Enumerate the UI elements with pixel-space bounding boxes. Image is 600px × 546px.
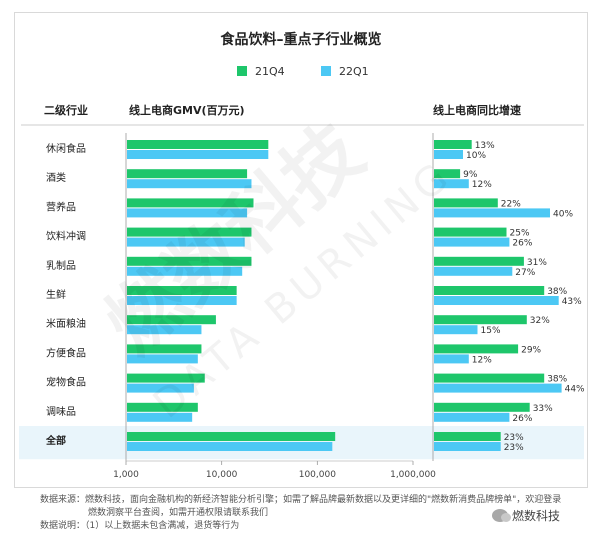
growth-bar-22Q1 <box>434 412 510 422</box>
growth-bar-22Q1 <box>434 383 562 393</box>
growth-bar-22Q1 <box>434 325 478 335</box>
growth-value-label: 26% <box>512 239 532 249</box>
growth-bar-22Q1 <box>434 150 463 159</box>
chart-svg: 食品饮料–重点子行业概览 21Q4 22Q1 二级行业 线上电商GMV(百万元) 线上电商… <box>19 31 585 480</box>
growth-value-label: 26% <box>512 414 532 424</box>
gmv-bar-21Q4 <box>127 198 254 208</box>
growth-bar-22Q1 <box>434 266 513 276</box>
gmv-bar-21Q4 <box>127 169 248 179</box>
gmv-bar-21Q4 <box>127 256 252 266</box>
growth-value-label: 33% <box>533 404 553 414</box>
footer-note: 数据说明：（1）以上数据未包含满减，退货等行为 <box>40 521 240 531</box>
wechat-badge: 燃数科技 <box>492 507 560 524</box>
legend-swatch-22Q1 <box>321 66 331 76</box>
category-label: 生鲜 <box>46 288 66 301</box>
growth-bar-21Q4 <box>434 198 498 208</box>
gmv-bar-22Q1 <box>127 237 245 247</box>
growth-bar-21Q4 <box>434 402 530 412</box>
gmv-bar-21Q4 <box>127 315 216 325</box>
gmv-bar-22Q1 <box>127 150 269 159</box>
category-label: 宠物食品 <box>46 376 86 389</box>
category-label: 乳制品 <box>46 259 76 272</box>
gmv-tick-label: 100,000 <box>299 470 336 480</box>
gmv-bar-22Q1 <box>127 412 193 422</box>
gmv-bar-21Q4 <box>127 432 336 441</box>
growth-bar-21Q4 <box>434 256 524 266</box>
growth-value-label: 12% <box>472 355 492 365</box>
header-gmv: 线上电商GMV(百万元) <box>129 103 245 117</box>
header-growth: 线上电商同比增速 <box>433 103 521 117</box>
gmv-tick-label: 1,000,000 <box>390 470 436 480</box>
gmv-bar-22Q1 <box>127 266 243 276</box>
growth-value-label: 38% <box>547 375 567 385</box>
growth-value-label: 44% <box>565 385 585 395</box>
gmv-bar-22Q1 <box>127 354 198 364</box>
gmv-bar-22Q1 <box>127 208 248 218</box>
legend-swatch-21Q4 <box>237 66 247 76</box>
wechat-icon <box>492 509 511 522</box>
growth-value-label: 12% <box>472 180 492 190</box>
growth-bar-21Q4 <box>434 227 507 237</box>
category-label: 方便食品 <box>46 346 86 359</box>
growth-value-label: 43% <box>562 297 582 307</box>
category-label: 饮料冲调 <box>46 230 86 243</box>
growth-bar-21Q4 <box>434 169 461 179</box>
growth-value-label: 40% <box>553 209 573 219</box>
gmv-bar-22Q1 <box>127 296 237 305</box>
legend-label-22Q1: 22Q1 <box>339 65 369 78</box>
chart-card: 食品饮料–重点子行业概览 21Q4 22Q1 二级行业 线上电商GMV(百万元) 线上电商… <box>14 12 588 488</box>
category-label: 酒类 <box>46 171 66 184</box>
gmv-tick-label: 10,000 <box>206 470 238 480</box>
footer-source: 数据来源：燃数科技，面向金融机构的新经济智能分析引擎；如需了解品牌最新数据以及更… <box>40 495 562 505</box>
growth-value-label: 22% <box>501 199 521 209</box>
footer-source-cont: 燃数洞察平台查阅，如需开通权限请联系我们 <box>88 508 269 518</box>
growth-value-label: 25% <box>510 229 530 239</box>
growth-value-label: 15% <box>481 326 501 336</box>
wechat-label: 燃数科技 <box>512 509 561 523</box>
growth-bar-22Q1 <box>434 237 510 247</box>
growth-bar-21Q4 <box>434 344 519 354</box>
growth-bar-22Q1 <box>434 296 559 305</box>
category-label: 米面粮油 <box>46 317 86 330</box>
gmv-bar-22Q1 <box>127 442 333 451</box>
growth-value-label: 27% <box>515 268 535 278</box>
growth-value-label: 23% <box>504 433 524 443</box>
gmv-bar-21Q4 <box>127 227 252 237</box>
gmv-tick-label: 1,000 <box>113 470 139 480</box>
gmv-bar-22Q1 <box>127 383 194 393</box>
growth-value-label: 38% <box>547 287 567 297</box>
growth-value-label: 29% <box>521 345 541 355</box>
growth-bar-21Q4 <box>434 286 545 295</box>
growth-value-label: 10% <box>466 151 486 161</box>
chart-title: 食品饮料–重点子行业概览 <box>221 31 382 48</box>
gmv-bar-22Q1 <box>127 325 202 335</box>
growth-bar-22Q1 <box>434 442 501 451</box>
gmv-bar-21Q4 <box>127 344 202 354</box>
footer: 数据来源：燃数科技，面向金融机构的新经济智能分析引擎；如需了解品牌最新数据以及更… <box>40 494 561 533</box>
gmv-bar-21Q4 <box>127 373 205 383</box>
category-label: 休闲食品 <box>46 142 86 155</box>
gmv-bar-22Q1 <box>127 179 252 189</box>
growth-value-label: 23% <box>504 443 524 453</box>
category-label: 营养品 <box>46 200 76 213</box>
growth-bar-21Q4 <box>434 373 545 383</box>
growth-value-label: 13% <box>475 141 495 151</box>
growth-bar-22Q1 <box>434 354 469 364</box>
category-label: 全部 <box>45 434 66 447</box>
growth-bar-22Q1 <box>434 179 469 189</box>
growth-bar-22Q1 <box>434 208 550 218</box>
category-label: 调味品 <box>46 406 76 418</box>
growth-value-label: 32% <box>530 316 550 326</box>
header-category: 二级行业 <box>44 103 88 117</box>
growth-bar-21Q4 <box>434 432 501 441</box>
growth-value-label: 9% <box>463 170 478 180</box>
growth-bar-21Q4 <box>434 140 472 149</box>
growth-bar-21Q4 <box>434 315 527 325</box>
gmv-bar-21Q4 <box>127 140 269 149</box>
gmv-bar-21Q4 <box>127 402 198 412</box>
growth-value-label: 31% <box>527 258 547 268</box>
gmv-bar-21Q4 <box>127 286 237 295</box>
legend-label-21Q4: 21Q4 <box>255 65 285 78</box>
